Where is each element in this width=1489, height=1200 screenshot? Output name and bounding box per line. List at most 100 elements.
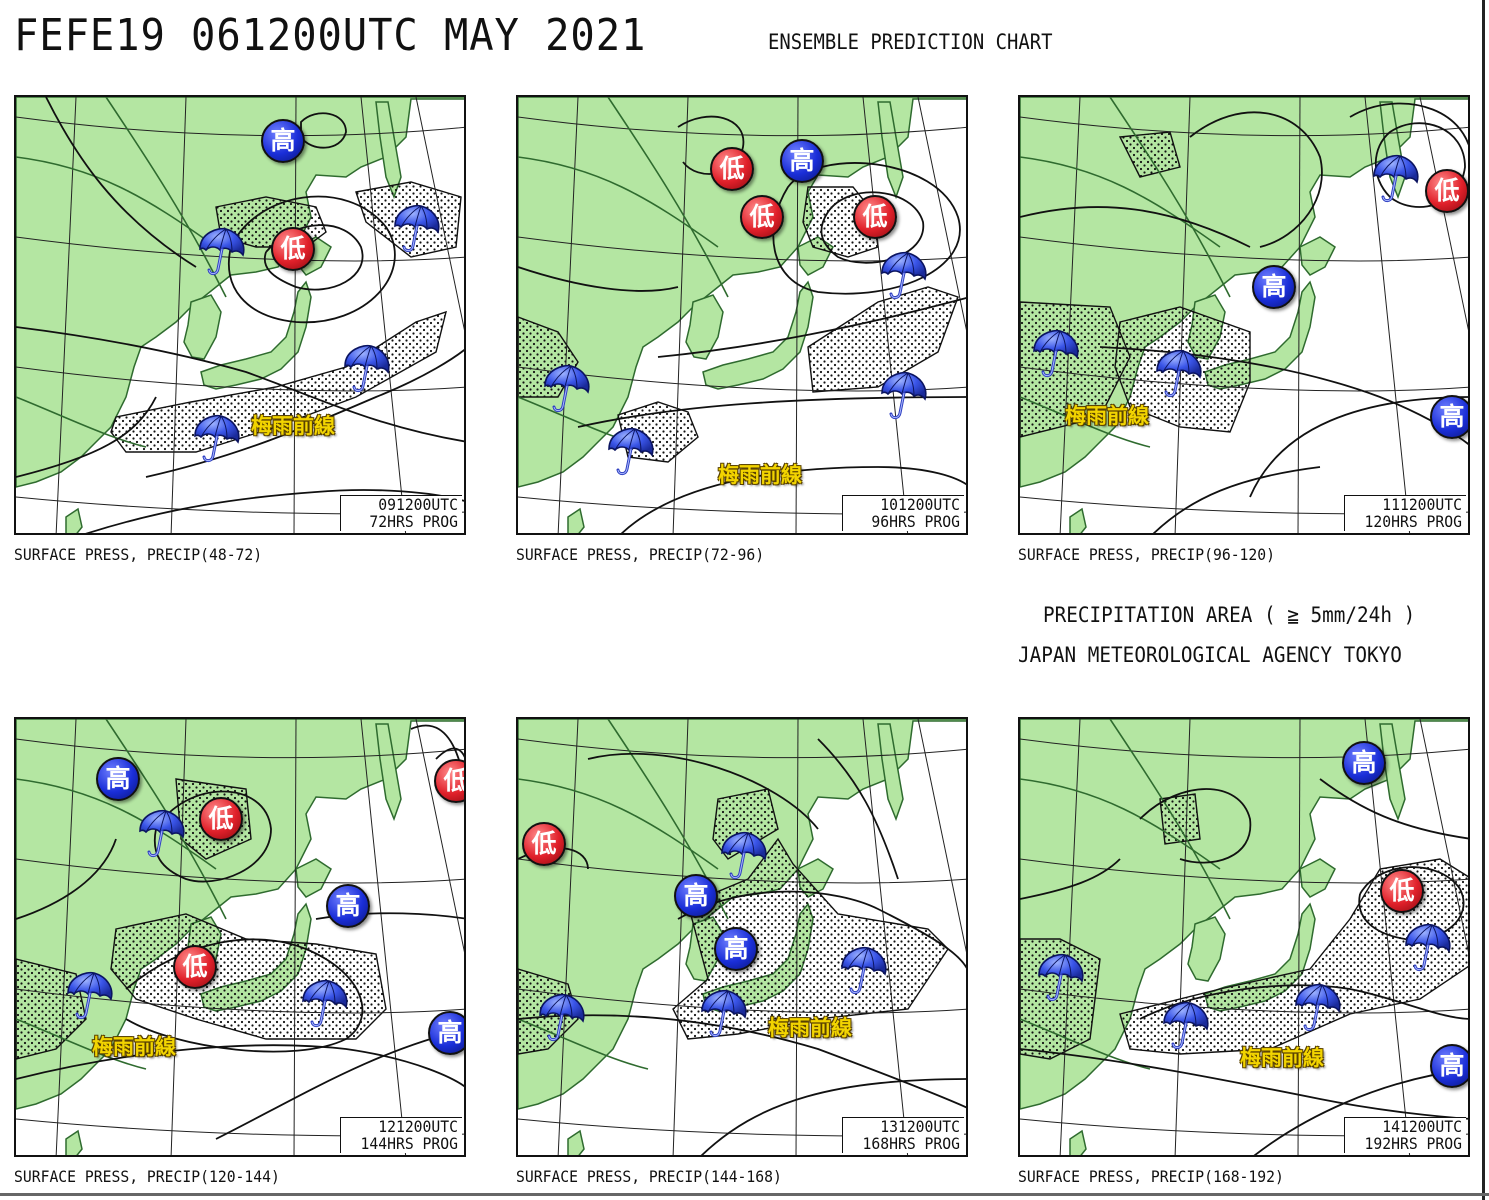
high-pressure-icon: 高 — [1252, 265, 1296, 309]
isobar — [16, 838, 117, 920]
valid-time: 111200UTC — [1382, 495, 1462, 514]
valid-time-stamp: 121200UTC 144HRS PROG — [340, 1117, 462, 1153]
precipitation-area — [16, 958, 87, 1060]
umbrella-icon — [878, 369, 928, 423]
high-pressure-icon: 高 — [1342, 741, 1386, 785]
low-pressure-icon: 低 — [173, 945, 217, 989]
isobar — [227, 195, 396, 324]
forecast-panel-6: 高高低 梅雨前線 141200UTC 192HRS PROG — [1018, 717, 1470, 1157]
panel-caption: SURFACE PRESS, PRECIP(168-192) — [1018, 1167, 1284, 1186]
isobar — [657, 297, 966, 358]
panel-caption: SURFACE PRESS, PRECIP(144-168) — [516, 1167, 782, 1186]
frame-right-border — [1482, 0, 1485, 1200]
prog-hours: 168HRS PROG — [862, 1134, 960, 1153]
panel-caption: SURFACE PRESS, PRECIP(96-120) — [1018, 545, 1276, 564]
surface-pressure-map — [16, 97, 464, 533]
precipitation-area — [110, 913, 387, 1040]
valid-time: 131200UTC — [880, 1117, 960, 1136]
chart-title: ENSEMBLE PREDICTION CHART — [768, 30, 1053, 54]
panel-caption: SURFACE PRESS, PRECIP(72-96) — [516, 545, 765, 564]
umbrella-icon — [136, 807, 186, 861]
high-pressure-icon: 高 — [96, 757, 140, 801]
high-pressure-icon: 高 — [674, 874, 718, 918]
umbrella-icon — [391, 202, 441, 256]
high-pressure-icon: 高 — [261, 119, 305, 163]
high-pressure-icon: 高 — [326, 884, 370, 928]
forecast-panel-2: 高低低低 梅雨前線 101200UTC 96HRS PROG — [516, 95, 968, 535]
low-pressure-icon: 低 — [740, 195, 784, 239]
legend-precipitation-area: PRECIPITATION AREA ( ≧ 5mm/24h ) — [1043, 603, 1416, 627]
isobar — [621, 466, 966, 533]
isobar — [1189, 111, 1323, 248]
panel-caption: SURFACE PRESS, PRECIP(48-72) — [14, 545, 263, 564]
baiu-front-label: 梅雨前線 — [1240, 1046, 1324, 1070]
valid-time-stamp: 131200UTC 168HRS PROG — [842, 1117, 964, 1153]
isobar — [153, 790, 272, 883]
isobar — [1020, 858, 1121, 900]
isobar — [1139, 984, 1468, 1020]
baiu-front-label: 梅雨前線 — [718, 463, 802, 487]
high-pressure-icon: 高 — [428, 1011, 464, 1055]
isobar — [410, 724, 464, 787]
low-pressure-icon: 低 — [199, 797, 243, 841]
high-pressure-icon: 高 — [780, 139, 824, 183]
isobar — [263, 224, 364, 291]
forecast-panel-1: 高低 梅雨前線 091200UTC 72HRS PROG — [14, 95, 466, 535]
low-pressure-icon: 低 — [271, 227, 315, 271]
baiu-front-label: 梅雨前線 — [251, 414, 335, 438]
isobar — [1152, 466, 1321, 533]
umbrella-icon — [536, 991, 586, 1045]
isobar — [577, 396, 966, 428]
chart-id: FEFE19 061200UTC MAY 2021 — [14, 10, 647, 61]
precipitation-area — [1118, 131, 1181, 178]
umbrella-icon — [341, 342, 391, 396]
surface-pressure-map — [518, 719, 966, 1155]
forecast-panel-4: 高高高低低低 梅雨前線 121200UTC 144HRS PROG — [14, 717, 466, 1157]
isobar — [677, 890, 966, 969]
isobar — [1358, 866, 1465, 941]
forecast-panel-5: 高高 低 梅雨前線 131200UTC 168HRS PROG — [516, 717, 968, 1157]
umbrella-icon — [1035, 951, 1085, 1005]
umbrella-icon — [698, 987, 748, 1041]
isobar — [85, 489, 464, 533]
umbrella-icon — [1030, 327, 1080, 381]
baiu-front-label: 梅雨前線 — [92, 1035, 176, 1059]
low-pressure-icon: 低 — [1425, 169, 1468, 213]
isobar — [125, 938, 364, 1053]
surface-pressure-map — [16, 719, 464, 1155]
forecast-panel-3: 高高低 梅雨前線 111200UTC 120HRS PROG — [1018, 95, 1470, 535]
high-pressure-icon: 高 — [1430, 1044, 1468, 1088]
umbrella-icon — [838, 944, 888, 998]
prog-hours: 192HRS PROG — [1364, 1134, 1462, 1153]
umbrella-icon — [1292, 981, 1342, 1035]
umbrella-icon — [64, 969, 114, 1023]
prog-hours: 144HRS PROG — [360, 1134, 458, 1153]
isobar — [16, 1044, 464, 1088]
isobar — [1020, 206, 1251, 248]
isobar — [817, 738, 899, 880]
high-pressure-icon: 高 — [714, 927, 758, 971]
valid-time: 091200UTC — [378, 495, 458, 514]
precipitation-area — [672, 837, 949, 1040]
baiu-front-label: 梅雨前線 — [768, 1016, 852, 1040]
isobar — [300, 112, 347, 149]
prog-hours: 120HRS PROG — [1364, 512, 1462, 531]
prog-hours: 96HRS PROG — [871, 512, 960, 531]
precipitation-area — [1119, 858, 1468, 1055]
high-pressure-icon: 高 — [1430, 395, 1468, 439]
low-pressure-icon: 低 — [1380, 869, 1424, 913]
isobar — [1020, 1048, 1468, 1120]
frame-bottom-border — [0, 1193, 1489, 1196]
low-pressure-icon: 低 — [522, 822, 566, 866]
valid-time-stamp: 141200UTC 192HRS PROG — [1344, 1117, 1466, 1153]
isobar — [518, 1014, 966, 1109]
precipitation-area — [1159, 793, 1201, 845]
valid-time: 101200UTC — [880, 495, 960, 514]
isobar — [435, 747, 464, 760]
isobar — [1319, 778, 1468, 840]
valid-time-stamp: 111200UTC 120HRS PROG — [1344, 495, 1466, 531]
legend-agency: JAPAN METEOROLOGICAL AGENCY TOKYO — [1018, 643, 1402, 667]
precipitation-area — [110, 310, 447, 453]
umbrella-icon — [299, 977, 349, 1031]
isobar — [16, 326, 464, 443]
